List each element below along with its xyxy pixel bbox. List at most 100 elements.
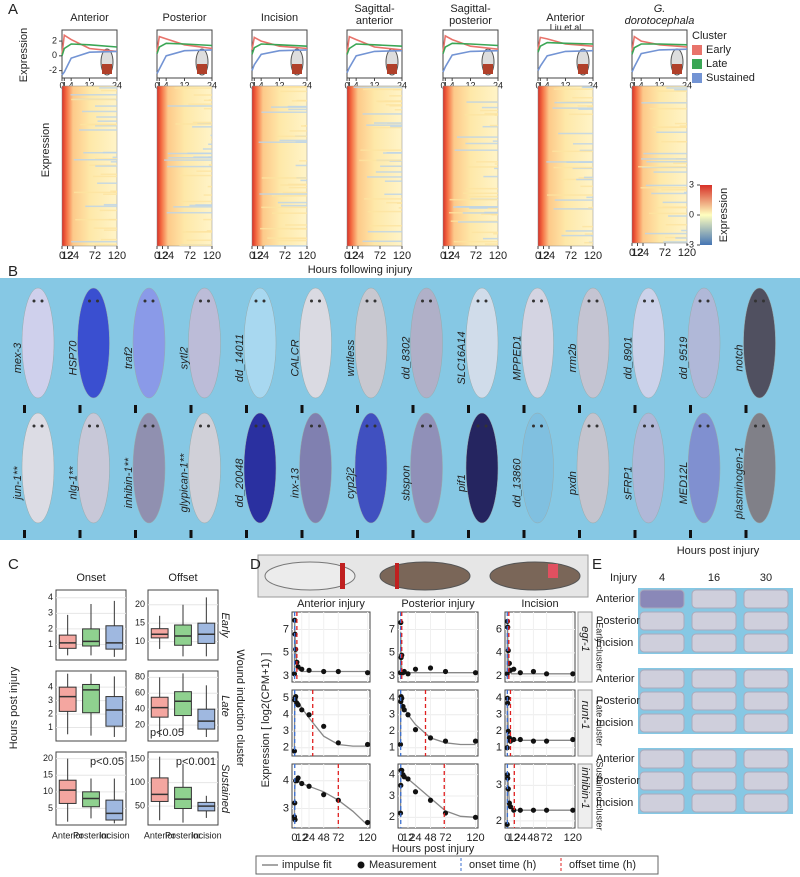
worm-eye <box>32 424 36 428</box>
x-tick-label: 4 <box>639 80 644 90</box>
box <box>58 634 77 649</box>
wound-mark <box>102 64 112 74</box>
wound-image <box>743 611 789 631</box>
worm-image <box>188 412 221 524</box>
legend-title: Cluster <box>692 30 727 42</box>
chart-title: Anterior <box>70 12 109 24</box>
x-tick-label: 4 <box>164 80 169 90</box>
heatmap-stripe <box>674 122 687 125</box>
heatmap-stripe <box>180 200 212 203</box>
x-tick-label: 0 <box>397 832 403 844</box>
worm-image <box>21 412 55 524</box>
heatmap-stripe <box>279 139 307 142</box>
scale-bar <box>189 530 193 538</box>
worm-eye <box>706 424 710 428</box>
wound-image <box>639 669 685 689</box>
heatmap-stripe <box>83 151 117 154</box>
measurement <box>427 735 434 741</box>
row-label: Anterior <box>596 673 635 685</box>
cluster-label: Early cluster <box>595 622 605 672</box>
heatmap-stripe <box>193 94 212 96</box>
heatmap-stripe <box>94 243 117 246</box>
scale-bar <box>23 530 26 538</box>
scale-bar <box>467 530 470 538</box>
heatmap-stripe <box>115 99 117 101</box>
worm-eye <box>421 424 424 428</box>
gene-label: pxdn <box>567 471 579 496</box>
x-tick-label: 12 <box>296 832 308 844</box>
x-tick-label: 24 <box>514 832 526 844</box>
x-tick-label: Posterior <box>73 830 109 840</box>
colorbar-label: Expression <box>718 188 730 242</box>
worm-eye <box>762 424 765 428</box>
column-label: 16 <box>708 572 720 584</box>
cluster-line <box>537 36 594 51</box>
wound-image <box>691 691 737 711</box>
heatmap-stripe <box>465 187 498 190</box>
measurement <box>570 807 576 813</box>
worm-eye <box>540 424 543 428</box>
column-label: 30 <box>760 572 772 584</box>
plot-frame <box>397 689 479 757</box>
heatmap-stripe <box>392 88 402 91</box>
y-tick-label: 4 <box>283 709 289 721</box>
y-tick-label: 4 <box>48 682 53 692</box>
measurement <box>427 665 434 671</box>
wound-image <box>691 589 737 609</box>
worm-image <box>77 412 110 524</box>
wound-image <box>639 633 685 653</box>
y-tick-label: 100 <box>130 777 145 787</box>
gene-label: dd_13860 <box>511 458 523 508</box>
row-label: Posterior <box>596 775 640 787</box>
heatmap-stripe <box>572 167 593 170</box>
worm-image <box>465 287 499 399</box>
wound-image <box>691 633 737 653</box>
gene-label: sytl2 <box>178 347 190 370</box>
measurement <box>517 736 523 743</box>
gene-label: notch <box>733 345 745 372</box>
cluster-line <box>442 49 499 73</box>
wound-image <box>743 793 789 813</box>
worm-eye <box>151 299 155 303</box>
heatmap-stripe <box>681 229 687 232</box>
worm-eye <box>40 299 44 303</box>
gene-label: traf2 <box>123 347 135 369</box>
heatmap-stripe <box>641 158 687 160</box>
heatmap-stripe <box>558 132 593 135</box>
gene-label: dd_8901 <box>622 337 634 380</box>
legend-label: Late <box>706 58 727 70</box>
y-tick-label: 15 <box>43 770 53 780</box>
measurement <box>530 668 537 675</box>
y-tick-label: 5 <box>283 692 289 704</box>
row-axis-label: Wound induction cluster <box>234 649 246 767</box>
heatmap-stripe <box>578 108 593 110</box>
y-axis-label: Expression <box>40 123 52 177</box>
measurement <box>442 738 449 744</box>
heatmap-stripe <box>280 184 307 186</box>
worm-eye <box>484 299 488 303</box>
heatmap-stripe <box>364 198 402 200</box>
row-label: Late <box>219 695 231 716</box>
heatmap-stripe <box>207 185 212 188</box>
measurement <box>397 741 404 748</box>
y-tick-label: 2 <box>389 725 395 737</box>
cluster-line <box>61 50 118 76</box>
worm-eye <box>262 424 266 428</box>
heatmap-stripe <box>640 187 687 189</box>
heatmap-stripe <box>92 175 117 178</box>
box <box>174 786 192 810</box>
heatmap-stripe <box>394 109 402 111</box>
cluster-line <box>537 41 594 53</box>
worm-eye <box>365 299 369 303</box>
y-tick-label: 3 <box>283 670 289 682</box>
y-tick-label: 7 <box>389 623 395 635</box>
heatmap-stripe <box>662 201 687 204</box>
heatmap-stripe <box>471 231 498 234</box>
heatmap-stripe <box>456 136 498 138</box>
heatmap-stripe <box>665 223 687 226</box>
worm-image <box>576 412 610 524</box>
scale-bar <box>134 405 137 413</box>
measurement <box>306 667 312 673</box>
x-tick-label: Anterior <box>144 830 176 840</box>
